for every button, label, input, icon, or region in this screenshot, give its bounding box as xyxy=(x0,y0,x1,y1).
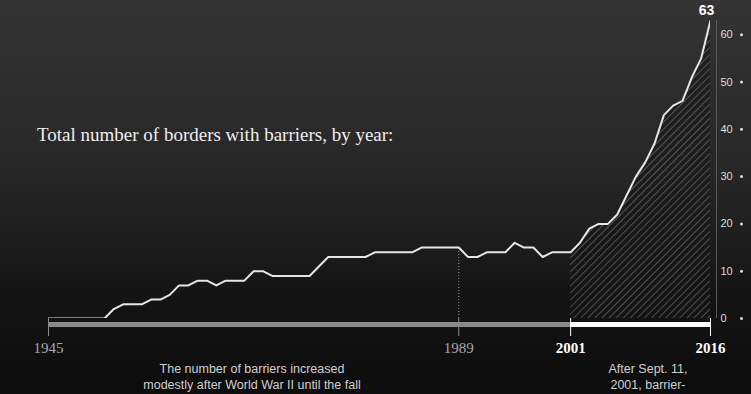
html-text:The number of barriers increas: The number of barriers increased modestl… xyxy=(143,362,361,392)
svg-text:60: 60 xyxy=(721,28,733,40)
svg-text:40: 40 xyxy=(721,123,733,135)
svg-text:2016: 2016 xyxy=(696,340,727,356)
html-text:Total number of borders with b: Total number of borders with barriers, b… xyxy=(37,124,394,145)
svg-text:30: 30 xyxy=(721,170,733,182)
svg-text:10: 10 xyxy=(721,265,733,277)
svg-text:1989: 1989 xyxy=(444,340,474,356)
svg-text:2001: 2001 xyxy=(556,340,586,356)
svg-text:63: 63 xyxy=(699,2,715,18)
svg-text:1945: 1945 xyxy=(34,340,64,356)
svg-text:0: 0 xyxy=(721,312,727,324)
svg-text:20: 20 xyxy=(721,217,733,229)
svg-text:50: 50 xyxy=(721,76,733,88)
